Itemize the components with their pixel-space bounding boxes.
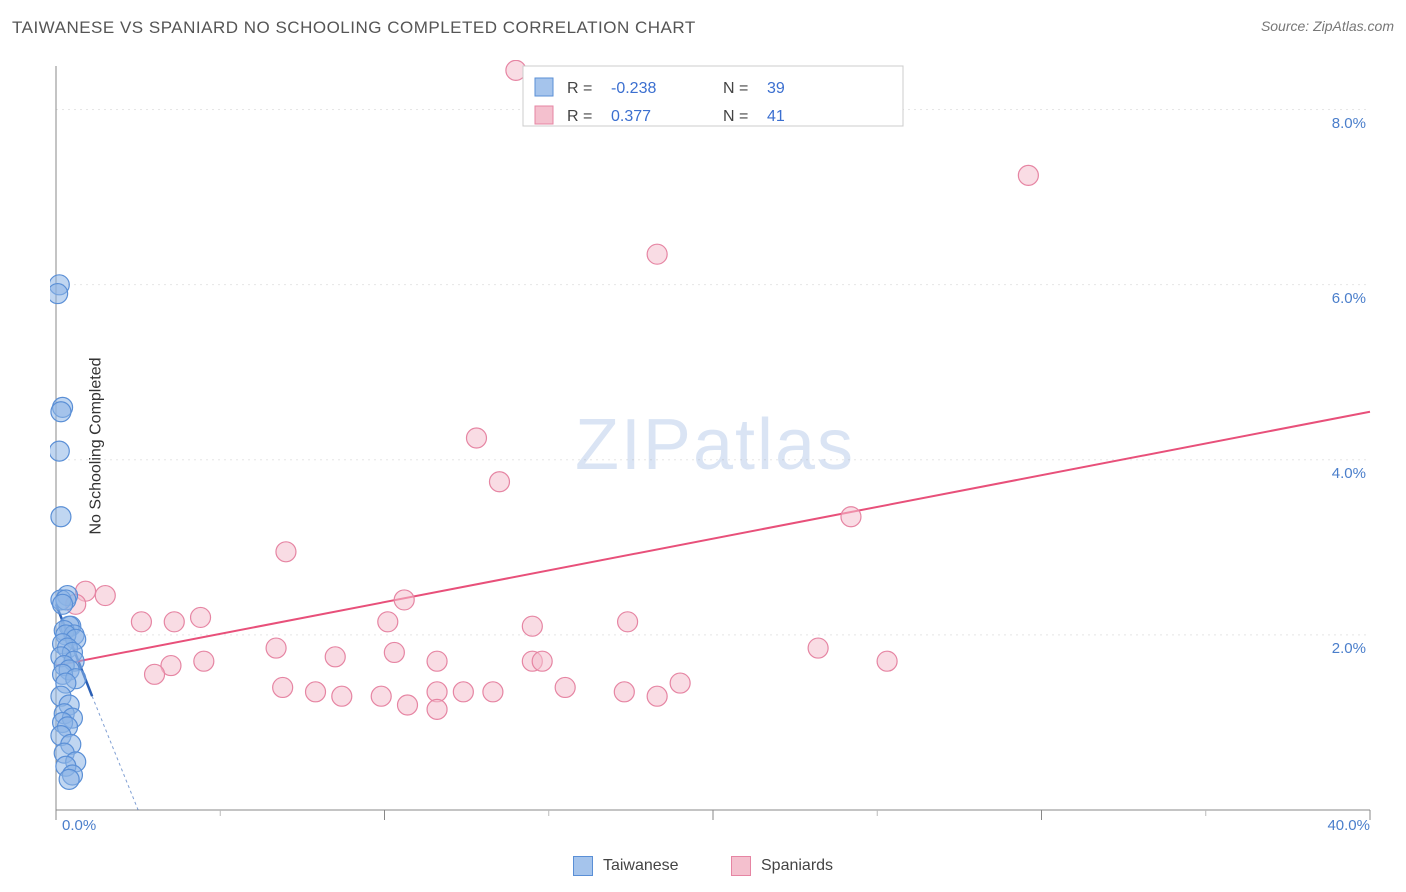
y-axis-label: No Schooling Completed: [88, 358, 106, 535]
svg-text:R =: R =: [567, 80, 592, 97]
legend-item-taiwanese: Taiwanese: [573, 856, 679, 876]
svg-text:40.0%: 40.0%: [1327, 817, 1370, 830]
svg-text:0.0%: 0.0%: [62, 817, 96, 830]
scatter-chart: 2.0% 4.0% 6.0% 8.0% 0.0% 40.0% R = -0.238 N = 39 R…: [50, 60, 1380, 830]
svg-text:4.0%: 4.0%: [1332, 465, 1366, 482]
legend-label: Spaniards: [761, 857, 833, 875]
svg-text:N =: N =: [723, 108, 748, 125]
svg-text:8.0%: 8.0%: [1332, 115, 1366, 132]
svg-text:41: 41: [767, 108, 785, 125]
svg-text:0.377: 0.377: [611, 108, 651, 125]
chart-container: ZIPatlas 2.0%4.0%6.0%8.0%0.0%40.0%R =-0.…: [50, 60, 1380, 830]
svg-text:6.0%: 6.0%: [1332, 290, 1366, 307]
legend-label: Taiwanese: [603, 857, 679, 875]
svg-text:-0.238: -0.238: [611, 80, 656, 97]
bottom-legend: Taiwanese Spaniards: [0, 856, 1406, 892]
source-label: Source: ZipAtlas.com: [1261, 18, 1394, 34]
legend-swatch-pink: [731, 856, 751, 876]
svg-text:R =: R =: [567, 108, 592, 125]
chart-title: TAIWANESE VS SPANIARD NO SCHOOLING COMPL…: [12, 18, 696, 37]
svg-text:39: 39: [767, 80, 785, 97]
legend-item-spaniards: Spaniards: [731, 856, 833, 876]
svg-text:2.0%: 2.0%: [1332, 640, 1366, 657]
legend-swatch-blue: [573, 856, 593, 876]
svg-text:N =: N =: [723, 80, 748, 97]
